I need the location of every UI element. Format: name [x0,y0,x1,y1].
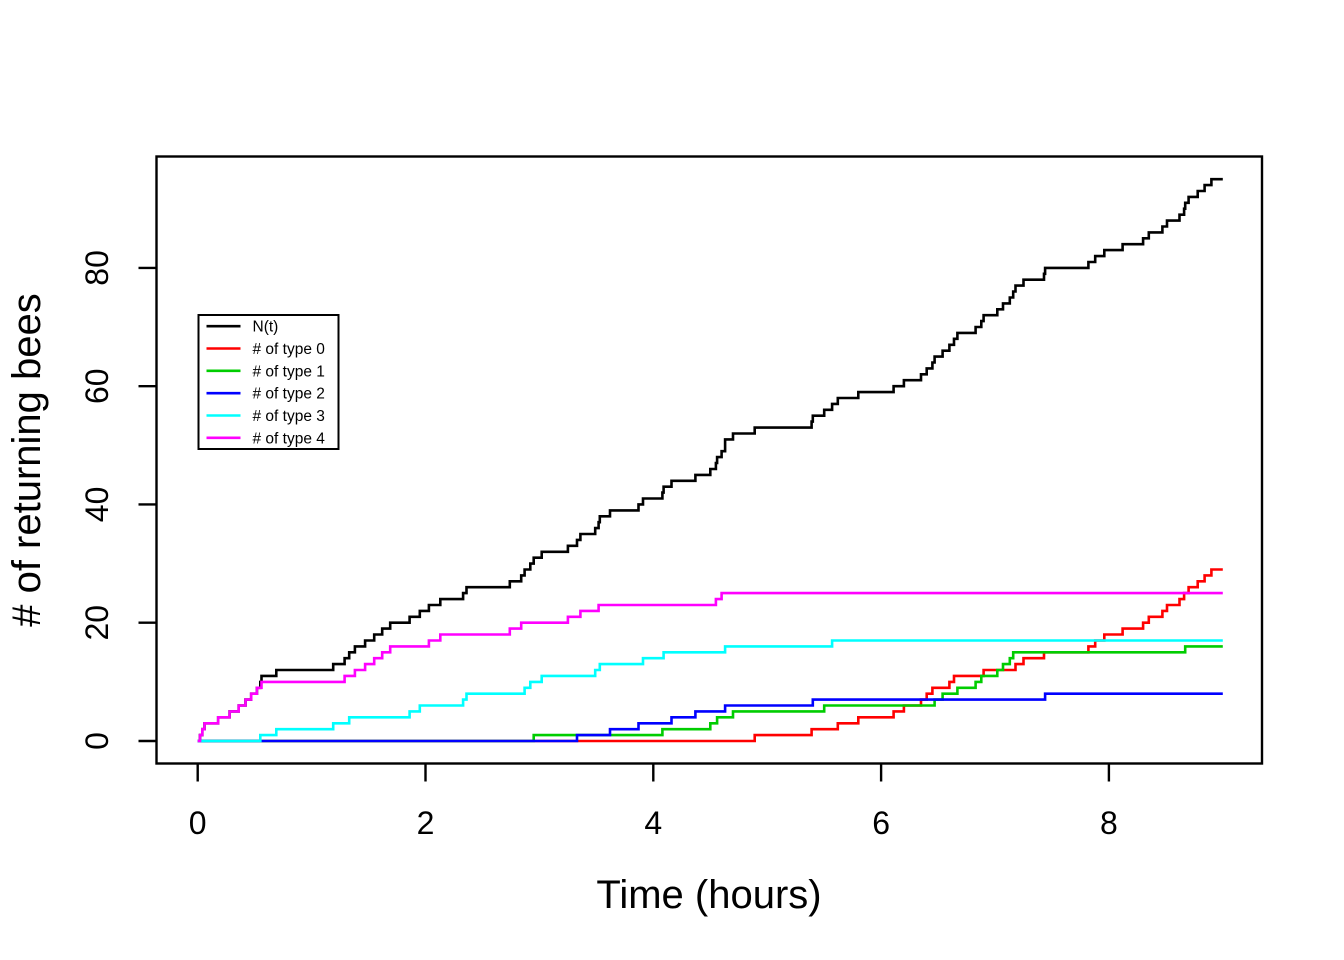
legend-label: # of type 1 [253,363,325,380]
series-line-N [197,177,1223,743]
legend-label: # of type 4 [253,430,326,447]
legend-item-type1: # of type 1 [206,363,325,380]
legend-label: # of type 0 [253,341,326,358]
x-tick-label: 8 [1100,805,1118,841]
legend-label: # of type 3 [253,408,325,425]
series-line-type2 [197,692,1223,743]
x-tick-label: 6 [872,805,890,841]
series-line-type0 [197,568,1223,743]
y-tick-label: 0 [79,732,115,750]
legend-label: N(t) [253,319,279,336]
legend-item-N: N(t) [206,319,279,336]
y-tick-label: 40 [79,487,115,523]
legend: N(t) # of type 0 # of type 1 # of type 2 # o… [197,314,340,450]
legend-box [197,314,340,450]
y-tick-label: 20 [79,605,115,641]
series-line-type4 [197,591,1223,743]
legend-item-type3: # of type 3 [206,408,325,425]
plot-frame [155,155,1264,765]
legend-item-type2: # of type 2 [206,386,325,403]
series-line-type3 [197,639,1223,743]
series-lines [197,177,1223,743]
x-axis-title: Time (hours) [596,873,821,917]
x-tick-label: 2 [417,805,435,841]
x-tick-label: 0 [189,805,207,841]
legend-item-type4: # of type 4 [206,430,326,447]
y-axis-title: # of returning bees [5,293,49,627]
x-tick-label: 4 [644,805,662,841]
y-tick-label: 60 [79,368,115,404]
series-line-type1 [197,645,1223,743]
legend-label: # of type 2 [253,386,325,403]
y-tick-label: 80 [79,250,115,286]
legend-item-type0: # of type 0 [206,341,326,358]
